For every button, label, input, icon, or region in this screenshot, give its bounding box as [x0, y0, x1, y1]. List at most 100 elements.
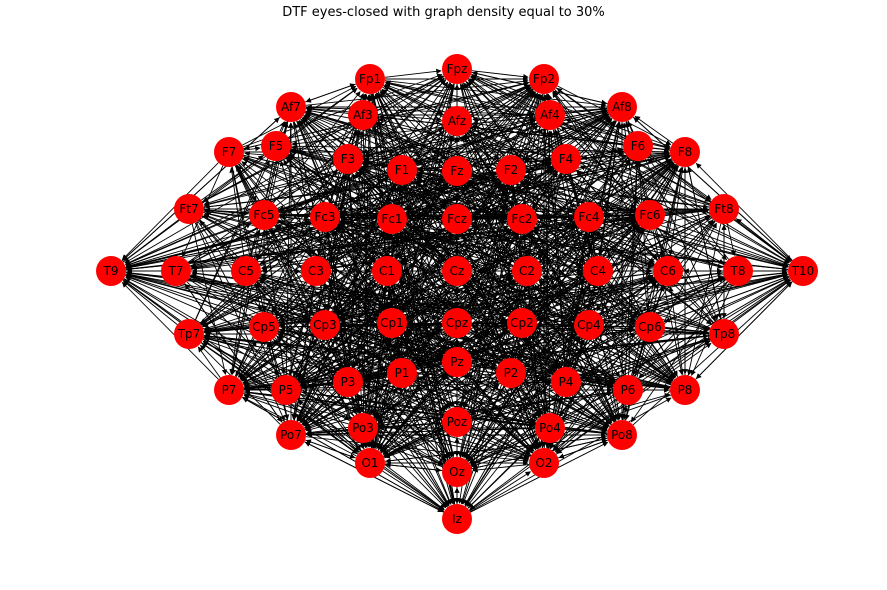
node-f2: F2 — [496, 155, 526, 185]
edge-C1-Tp7 — [203, 275, 373, 331]
node-label: Po3 — [352, 421, 374, 435]
edge-Af3-Fpz — [376, 75, 444, 109]
edge-O1-Afz — [373, 135, 455, 449]
node-circle — [496, 155, 526, 185]
edge-O1-Po8 — [384, 434, 607, 462]
edge-T10-Oz — [470, 278, 791, 465]
node-circle — [442, 54, 472, 84]
edge-T9-Fp1 — [122, 88, 358, 263]
edge-P1-Tp7 — [204, 335, 388, 371]
node-label: Fc5 — [253, 208, 274, 222]
edge-Tp7-T9 — [122, 280, 178, 325]
edge-Fc2-P2 — [509, 233, 522, 358]
node-circle — [788, 256, 818, 286]
node-circle — [214, 137, 244, 167]
node-cp3: Cp3 — [310, 310, 340, 340]
edge-Cp1-P1 — [394, 337, 401, 358]
node-label: Cz — [450, 264, 465, 278]
node-label: Cp3 — [313, 318, 337, 332]
edge-F7-F5 — [243, 145, 261, 152]
edge-T8-F2 — [525, 176, 725, 266]
node-circle — [607, 92, 637, 122]
node-label: Poz — [447, 415, 467, 429]
nodes-layer: Fpz Fp1 Fp2 Af7 Af3 Afz Af4 Af8 F7 F5 F3 F1 Fz F2 F4 F6… — [96, 54, 818, 534]
node-cp6: Cp6 — [635, 312, 665, 342]
edge-Cp3-F4 — [337, 167, 554, 317]
edge-O2-Po8 — [557, 439, 608, 459]
node-label: F5 — [269, 139, 284, 153]
edge-Po8-P1 — [416, 376, 608, 432]
node-circle — [551, 367, 581, 397]
node-circle — [551, 144, 581, 174]
node-t7: T7 — [161, 256, 191, 286]
node-label: F3 — [341, 152, 356, 166]
node-circle — [310, 202, 340, 232]
edge-P8-F5 — [289, 153, 673, 383]
edge-Poz-Af4 — [460, 129, 547, 408]
node-af4: Af4 — [535, 100, 565, 130]
edge-Ft8-Fpz — [470, 76, 711, 203]
node-label: Af7 — [281, 100, 301, 114]
edge-Po8-C2 — [534, 284, 615, 423]
edge-O2-C3 — [327, 280, 533, 454]
node-label: Af3 — [353, 108, 373, 122]
node-circle — [723, 256, 753, 286]
edge-O1-T8 — [383, 278, 725, 457]
edge-Fpz-Fp2 — [471, 70, 529, 80]
node-c5: C5 — [231, 256, 261, 286]
node-circle — [348, 413, 378, 443]
edge-T8-Po8 — [630, 282, 730, 423]
node-po7: Po7 — [276, 420, 306, 450]
edge-O1-Fpz — [372, 84, 456, 449]
node-circle — [355, 64, 385, 94]
node-circle — [333, 367, 363, 397]
edge-Oz-Cp4 — [466, 336, 579, 462]
edge-P6-Ft8 — [634, 222, 717, 377]
edge-P6-T9 — [126, 273, 614, 388]
edge-Po3-Fp1 — [362, 94, 373, 414]
edge-Po4-T10 — [562, 279, 790, 421]
node-circle — [607, 420, 637, 450]
node-o2: O2 — [529, 448, 559, 478]
node-label: Cp2 — [510, 316, 534, 330]
edge-Po4-C6 — [558, 283, 659, 417]
node-circle — [355, 448, 385, 478]
edge-P7-Cp5 — [235, 340, 257, 378]
edge-Cp3-Fc2 — [337, 226, 509, 319]
edge-Iz-F1 — [402, 185, 456, 505]
node-circle — [442, 347, 472, 377]
edge-C3-P5 — [288, 285, 313, 376]
edge-Poz-Tp8 — [471, 337, 710, 418]
edge-T10-F8 — [695, 163, 793, 261]
node-label: Ft7 — [179, 202, 198, 216]
edge-Pz-T9 — [125, 273, 443, 359]
node-label: Afz — [448, 114, 466, 128]
node-circle — [442, 504, 472, 534]
edge-Po7-Fc1 — [296, 233, 386, 422]
chart-title: DTF eyes-closed with graph density equal… — [282, 5, 605, 20]
edge-O1-Po7 — [305, 439, 357, 459]
node-circle — [214, 375, 244, 405]
edge-Po7-Fpz — [296, 83, 451, 422]
edge-F6-Fp2 — [556, 87, 627, 138]
node-label: P1 — [395, 366, 410, 380]
edge-O2-Af4 — [543, 130, 553, 449]
node-circle — [442, 407, 472, 437]
node-circle — [372, 256, 402, 286]
node-label: Fc2 — [511, 212, 532, 226]
edge-C6-Ft8 — [677, 220, 714, 261]
node-circle — [261, 131, 291, 161]
node-circle — [512, 256, 542, 286]
node-f5: F5 — [261, 131, 291, 161]
edge-Cp4-F3 — [360, 167, 577, 317]
node-c4: C4 — [583, 256, 613, 286]
edge-Oz-P7 — [243, 394, 444, 468]
node-circle — [653, 256, 683, 286]
edge-Fc6-Af4 — [560, 125, 640, 205]
node-label: Fz — [450, 164, 463, 178]
node-p2: P2 — [496, 358, 526, 388]
node-fc3: Fc3 — [310, 202, 340, 232]
edge-C5-F3 — [255, 170, 338, 261]
node-af8: Af8 — [607, 92, 637, 122]
edge-O1-Cp6 — [383, 333, 637, 457]
